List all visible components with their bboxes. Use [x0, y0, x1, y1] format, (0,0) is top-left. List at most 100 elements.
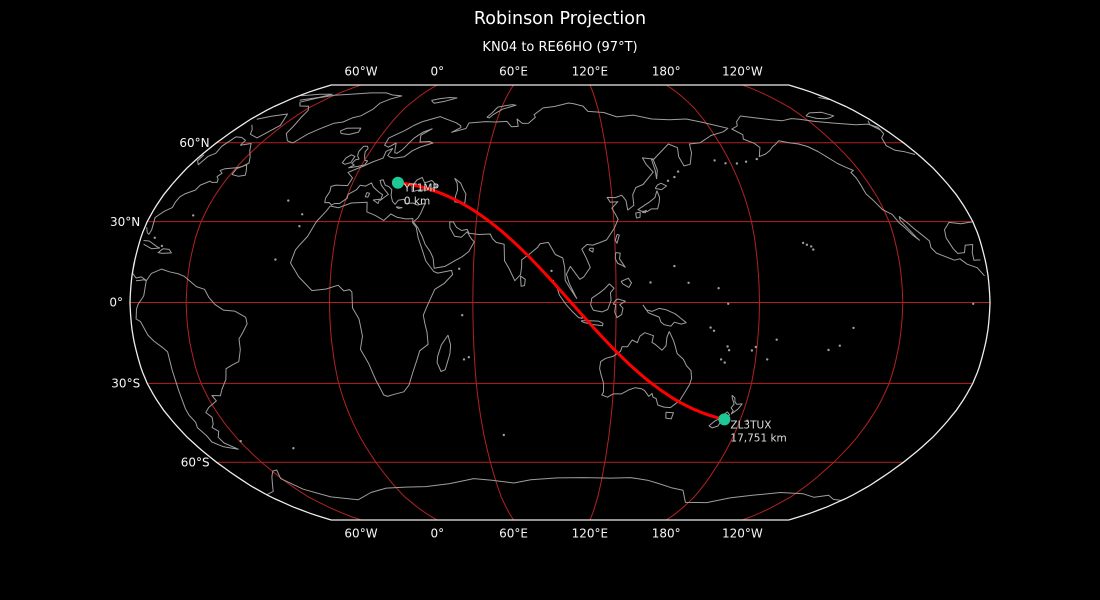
islet-dot — [755, 157, 758, 161]
station-marker — [391, 176, 404, 189]
coastline — [266, 469, 842, 504]
coastline — [454, 177, 467, 204]
station-marker — [718, 413, 731, 426]
islet-dot — [160, 244, 164, 248]
graticule-meridian — [472, 84, 515, 521]
coastline — [364, 192, 371, 198]
islet-dot — [735, 162, 739, 165]
longitude-tick-label-top: 120°W — [722, 65, 763, 79]
longitude-tick-label-bottom: 60°E — [499, 527, 528, 541]
islet-dot — [810, 245, 813, 248]
coastline — [324, 102, 729, 299]
islet-dot — [852, 326, 855, 330]
coastline — [588, 247, 594, 253]
coastline — [642, 304, 687, 327]
islet-dot — [727, 349, 731, 352]
islet-dot — [812, 248, 815, 251]
latitude-tick-label: 30°S — [111, 377, 140, 391]
islet-dot — [458, 267, 461, 270]
map-subtitle: KN04 to RE66HO (97°T) — [482, 40, 638, 55]
coastline — [285, 92, 403, 144]
coastline — [730, 394, 743, 415]
station-callsign-label: ZL3TUX — [730, 419, 771, 431]
islet-dot — [827, 348, 830, 352]
islet-dot — [467, 356, 470, 359]
coastline — [135, 268, 248, 450]
coastline — [436, 334, 452, 372]
coastline — [431, 97, 458, 104]
islet-dot — [766, 358, 769, 361]
islet-dot — [301, 213, 304, 216]
coastline — [411, 176, 438, 193]
islet-dot — [801, 241, 805, 245]
graticule-meridian — [185, 84, 362, 521]
islet-dot — [274, 258, 277, 261]
coastline — [665, 411, 674, 420]
coastline — [620, 277, 632, 288]
longitude-tick-label-bottom: 120°W — [722, 527, 763, 541]
islet-dot — [239, 440, 242, 443]
longitude-tick-label-bottom: 60°W — [344, 527, 377, 541]
islet-dot — [746, 419, 749, 422]
islet-dot — [754, 345, 757, 349]
islet-dot — [726, 345, 729, 348]
coastline — [612, 298, 626, 319]
coastline — [590, 283, 615, 313]
islet-dot — [153, 236, 156, 239]
coastline — [805, 111, 835, 120]
graticule-meridian — [742, 84, 904, 521]
coastline — [520, 275, 526, 287]
islet-dot — [712, 329, 716, 332]
graticule-meridian — [328, 84, 438, 521]
islet-dot — [724, 162, 727, 165]
coastline — [614, 233, 620, 244]
coastline — [348, 145, 369, 169]
coastline — [599, 331, 693, 409]
islet-dot — [192, 214, 195, 217]
islet-dot — [502, 433, 505, 437]
longitude-tick-label-top: 180° — [652, 65, 681, 79]
islet-dot — [550, 269, 553, 273]
islet-dot — [461, 314, 464, 317]
map-boundary — [129, 84, 991, 521]
longitude-tick-label-bottom: 180° — [652, 527, 681, 541]
coastline — [131, 115, 985, 282]
longitude-tick-label-top: 60°E — [499, 65, 528, 79]
islet-dot — [713, 159, 716, 162]
longitude-tick-label-top: 0° — [430, 65, 444, 79]
islet-dot — [462, 358, 466, 361]
latitude-tick-label: 60°S — [181, 456, 210, 470]
latitude-tick-label: 60°N — [179, 136, 209, 150]
coastline — [637, 190, 661, 213]
great-circle-path — [396, 181, 726, 421]
coastline — [641, 209, 647, 214]
islet-dot — [673, 175, 676, 179]
station-distance-label: 17,751 km — [730, 432, 786, 444]
station-distance-label: 0 km — [404, 196, 430, 208]
islet-dot — [727, 302, 730, 305]
islet-dot — [972, 302, 975, 305]
coastline — [290, 201, 454, 397]
coastline — [580, 320, 604, 327]
islet-dot — [805, 243, 809, 246]
islet-dot — [717, 287, 720, 290]
coastline — [635, 211, 641, 219]
islet-dot — [719, 358, 723, 361]
islet-dot — [649, 281, 652, 284]
station-callsign-label: YT1MP — [403, 183, 439, 195]
islet-dot — [298, 225, 301, 228]
page-title: Robinson Projection — [473, 9, 647, 29]
islet-dot — [744, 160, 748, 163]
coastline — [654, 182, 668, 191]
latitude-tick-label: 0° — [109, 296, 123, 310]
coastline — [395, 206, 403, 209]
coastline — [249, 113, 881, 139]
longitude-tick-label-top: 120°E — [572, 65, 609, 79]
coastline — [614, 252, 626, 268]
islet-dot — [666, 179, 670, 182]
longitude-tick-label-top: 60°W — [344, 65, 377, 79]
islet-dot — [673, 264, 676, 268]
islet-dot — [292, 447, 295, 450]
islet-dot — [687, 281, 690, 284]
